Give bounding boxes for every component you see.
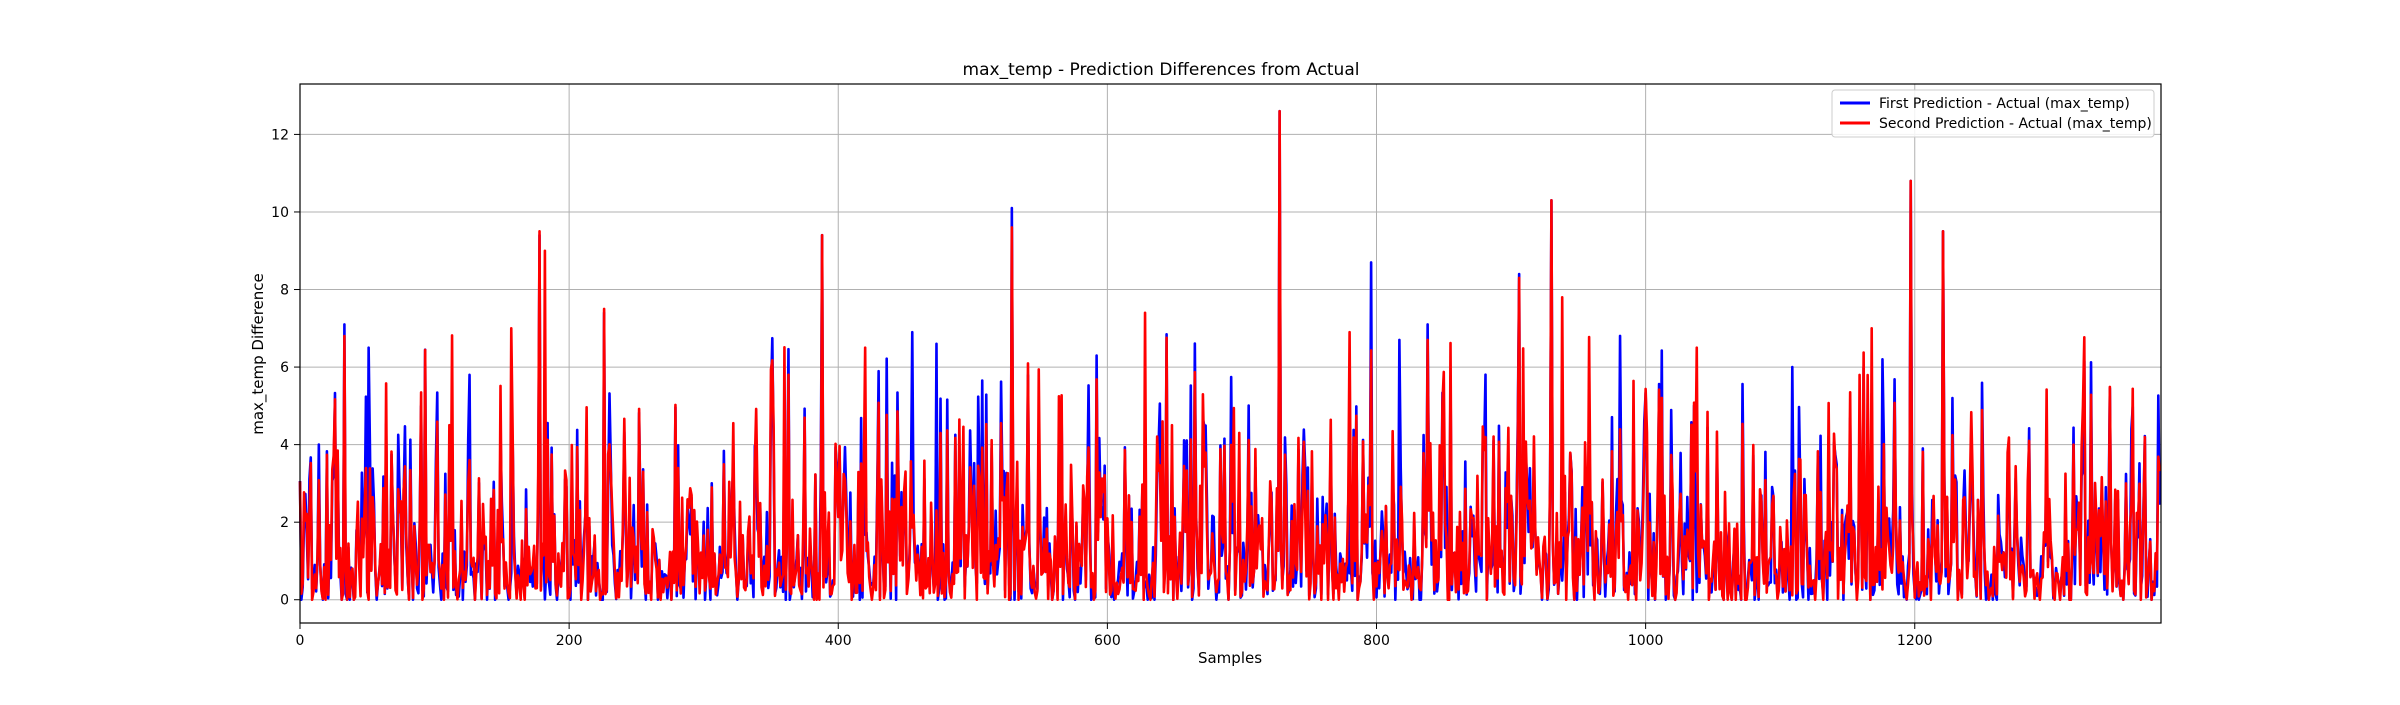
plot-lines (298, 109, 2161, 602)
y-tick-label: 2 (280, 515, 289, 531)
legend-label-second: Second Prediction - Actual (max_temp) (1879, 116, 2152, 132)
legend-label-first: First Prediction - Actual (max_temp) (1879, 96, 2130, 112)
x-tick-label: 400 (825, 633, 852, 649)
plot-frame (299, 83, 2162, 624)
x-axis-label: Samples (1198, 649, 1262, 667)
series-line-2 (298, 109, 2161, 602)
y-tick-label: 8 (280, 283, 289, 299)
y-axis-label: max_temp Difference (249, 273, 268, 435)
y-tick-label: 0 (280, 593, 289, 609)
x-tick-label: 0 (296, 633, 305, 649)
x-tick-label: 200 (556, 633, 583, 649)
x-tick-label: 1000 (1628, 633, 1664, 649)
legend: First Prediction - Actual (max_temp) Sec… (1831, 89, 2155, 138)
y-tick-label: 4 (280, 438, 289, 454)
x-tick-label: 1200 (1897, 633, 1933, 649)
legend-box (1831, 89, 2155, 138)
x-tick-label: 800 (1363, 633, 1390, 649)
x-tick-label: 600 (1094, 633, 1121, 649)
y-tick-label: 6 (280, 360, 289, 376)
x-axis: 0 200 400 600 800 1000 1200 (296, 623, 1933, 649)
y-tick-label: 10 (271, 205, 289, 221)
y-axis: 0 2 4 6 8 10 12 (271, 127, 300, 609)
chart-title: max_temp - Prediction Differences from A… (963, 60, 1360, 80)
y-tick-label: 12 (271, 127, 289, 143)
